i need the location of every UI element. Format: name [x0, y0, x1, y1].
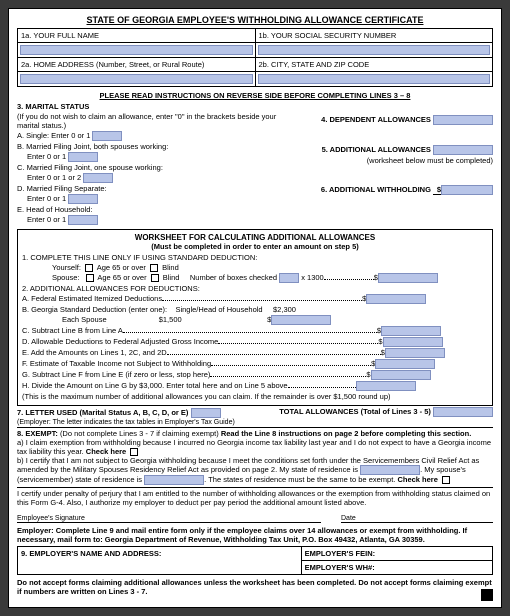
wF: F. Estimate of Taxable Income not Subjec…: [22, 359, 211, 368]
date[interactable]: Date: [341, 515, 493, 523]
input-1a[interactable]: [20, 45, 253, 55]
black-square: [481, 589, 493, 601]
read-instructions: PLEASE READ INSTRUCTIONS ON REVERSE SIDE…: [17, 91, 493, 100]
input-2a[interactable]: [20, 74, 253, 84]
whn: EMPLOYER'S WH#:: [305, 563, 375, 572]
s6: 6. ADDITIONAL WITHHOLDING: [321, 185, 431, 194]
input-3b[interactable]: [68, 152, 98, 162]
wD: D. Allowable Deductions to Federal Adjus…: [22, 337, 218, 346]
input-wC[interactable]: [381, 326, 441, 336]
ws-sub: (Must be completed in order to enter an …: [22, 242, 488, 251]
field-2b: 2b. CITY, STATE AND ZIP CODE: [256, 58, 493, 71]
input-3e[interactable]: [68, 215, 98, 225]
wB: B. Georgia Standard Deduction (enter one…: [22, 305, 167, 314]
wC: C. Subtract Line B from Line A: [22, 326, 123, 335]
input-wG[interactable]: [371, 370, 431, 380]
input-4[interactable]: [433, 115, 493, 125]
input-total[interactable]: [433, 407, 493, 417]
field-1b: 1b. YOUR SOCIAL SECURITY NUMBER: [256, 29, 493, 42]
ck-y-blind[interactable]: [150, 264, 158, 272]
input-wD[interactable]: [383, 337, 443, 347]
s5: 5. ADDITIONAL ALLOWANCES: [322, 145, 431, 154]
w2: 2. ADDITIONAL ALLOWANCES FOR DEDUCTIONS:: [22, 284, 488, 293]
input-8b2[interactable]: [144, 475, 204, 485]
employer-note: Employer: Complete Line 9 and mail entir…: [17, 526, 493, 544]
s3d: D. Married Filing Separate:: [17, 184, 286, 193]
wN: (This is the maximum number of additiona…: [22, 392, 488, 401]
wE: E. Add the Amounts on Lines 1, 2C, and 2…: [22, 348, 167, 357]
input-7[interactable]: [191, 408, 221, 418]
wG: G. Subtract Line F from Line E (if zero …: [22, 370, 210, 379]
wA: A. Federal Estimated Itemized Deductions: [22, 294, 162, 303]
input-wH[interactable]: [356, 381, 416, 391]
footer: Do not accept forms claiming additional …: [17, 578, 492, 596]
input-3a[interactable]: [92, 131, 122, 141]
ck-s-blind[interactable]: [151, 274, 159, 282]
ws-title: WORKSHEET FOR CALCULATING ADDITIONAL ALL…: [22, 233, 488, 242]
input-3d[interactable]: [68, 194, 98, 204]
s4: 4. DEPENDENT ALLOWANCES: [321, 115, 431, 124]
s3-note: (If you do not wish to claim an allowanc…: [17, 112, 286, 130]
s3a: A. Single: Enter 0 or 1: [17, 131, 90, 140]
input-w1[interactable]: [378, 273, 438, 283]
input-3c[interactable]: [83, 173, 113, 183]
input-wB[interactable]: [271, 315, 331, 325]
input-wE[interactable]: [385, 348, 445, 358]
ck-8b[interactable]: [442, 476, 450, 484]
s3-heading: 3. MARITAL STATUS: [17, 102, 286, 111]
total-allowances: TOTAL ALLOWANCES (Total of Lines 3 - 5): [279, 407, 431, 416]
s3c: C. Married Filing Joint, one spouse work…: [17, 163, 286, 172]
input-1b[interactable]: [258, 45, 491, 55]
s5-note: (worksheet below must be completed): [286, 156, 493, 165]
form-title: STATE OF GEORGIA EMPLOYEE'S WITHHOLDING …: [17, 15, 493, 25]
input-2b[interactable]: [258, 74, 491, 84]
s3e: E. Head of Household:: [17, 205, 286, 214]
input-nbox[interactable]: [279, 273, 299, 283]
l7: 7. LETTER USED (Marital Status A, B, C, …: [17, 408, 188, 417]
fein: EMPLOYER'S FEIN:: [305, 549, 376, 558]
field-1a: 1a. YOUR FULL NAME: [18, 29, 256, 42]
l9: 9. EMPLOYER'S NAME AND ADDRESS:: [18, 547, 302, 561]
ck-s-age[interactable]: [86, 274, 94, 282]
sig[interactable]: Employee's Signature: [17, 515, 321, 523]
input-wF[interactable]: [375, 359, 435, 369]
input-8b1[interactable]: [360, 465, 420, 475]
ck-y-age[interactable]: [85, 264, 93, 272]
l8: 8. EXEMPT:: [17, 429, 58, 438]
l7-note: (Employer: The letter indicates the tax …: [17, 419, 277, 426]
w1: 1. COMPLETE THIS LINE ONLY IF USING STAN…: [22, 253, 488, 262]
s3b: B. Married Filing Joint, both spouses wo…: [17, 142, 286, 151]
cert: I certify under penalty of perjury that …: [17, 489, 493, 507]
input-5[interactable]: [433, 145, 493, 155]
input-6[interactable]: [441, 185, 493, 195]
wH: H. Divide the Amount on Line G by $3,000…: [22, 381, 288, 390]
input-wA[interactable]: [366, 294, 426, 304]
ck-8a[interactable]: [130, 448, 138, 456]
field-2a: 2a. HOME ADDRESS (Number, Street, or Rur…: [18, 58, 256, 71]
